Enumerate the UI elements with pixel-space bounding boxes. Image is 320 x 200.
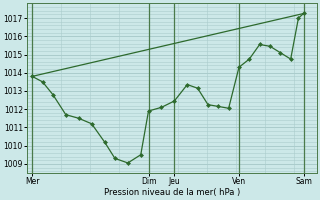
X-axis label: Pression niveau de la mer( hPa ): Pression niveau de la mer( hPa ) (104, 188, 240, 197)
